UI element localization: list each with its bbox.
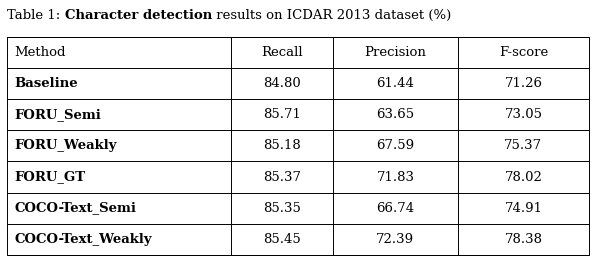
Text: 72.39: 72.39 [376, 233, 414, 246]
Text: 85.18: 85.18 [263, 140, 301, 152]
Text: COCO-Text_Weakly: COCO-Text_Weakly [14, 233, 152, 246]
Text: FORU_Weakly: FORU_Weakly [14, 140, 117, 152]
Text: Baseline: Baseline [14, 77, 78, 90]
Text: F-score: F-score [499, 46, 548, 59]
Bar [7, 37, 589, 255]
Text: Recall: Recall [261, 46, 303, 59]
Text: 71.83: 71.83 [377, 170, 414, 184]
Text: 73.05: 73.05 [504, 108, 542, 121]
Text: 85.37: 85.37 [263, 170, 301, 184]
Text: 61.44: 61.44 [377, 77, 414, 90]
Text: 85.71: 85.71 [263, 108, 301, 121]
Text: 84.80: 84.80 [263, 77, 301, 90]
Text: 85.35: 85.35 [263, 201, 301, 215]
Text: 66.74: 66.74 [376, 201, 414, 215]
Text: 67.59: 67.59 [376, 140, 414, 152]
Text: FORU_GT: FORU_GT [14, 170, 85, 184]
Text: Method: Method [14, 46, 66, 59]
Text: 78.02: 78.02 [504, 170, 542, 184]
Text: 75.37: 75.37 [504, 140, 542, 152]
Text: COCO-Text_Semi: COCO-Text_Semi [14, 201, 136, 215]
Text: Precision: Precision [365, 46, 426, 59]
Text: results on ICDAR 2013 dataset (%): results on ICDAR 2013 dataset (%) [212, 9, 451, 22]
Text: 85.45: 85.45 [263, 233, 301, 246]
Text: Character detection: Character detection [64, 9, 212, 22]
Text: 63.65: 63.65 [376, 108, 414, 121]
Text: 78.38: 78.38 [504, 233, 542, 246]
Text: 71.26: 71.26 [504, 77, 542, 90]
Text: FORU_Semi: FORU_Semi [14, 108, 101, 121]
Text: 74.91: 74.91 [504, 201, 542, 215]
Text: Table 1:: Table 1: [7, 9, 64, 22]
